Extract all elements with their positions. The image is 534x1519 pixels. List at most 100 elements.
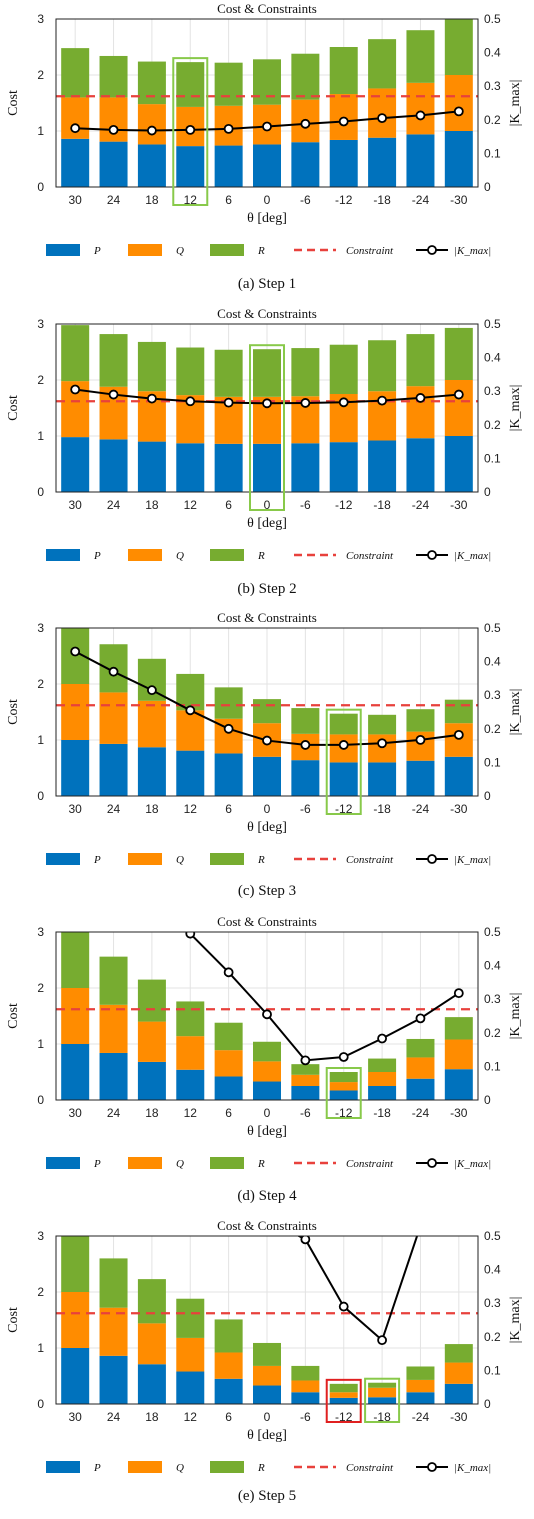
legend: P Q R Constraint |K_max| bbox=[46, 244, 491, 257]
legend-kmax-marker bbox=[427, 1462, 437, 1472]
y2tick-label: 0.2 bbox=[484, 1026, 501, 1040]
bar-p-18 bbox=[137, 441, 166, 492]
y2tick-label: 0.5 bbox=[484, 1229, 501, 1243]
bar-p-30 bbox=[61, 1044, 90, 1100]
bar-p-0 bbox=[253, 756, 281, 796]
bar-r-0 bbox=[253, 699, 281, 724]
highlight-box--12 bbox=[325, 1067, 362, 1119]
ytick-label: 3 bbox=[37, 12, 44, 26]
xtick-label: 6 bbox=[225, 1106, 232, 1120]
xtick-label: 12 bbox=[184, 498, 198, 512]
xtick-label: -12 bbox=[335, 498, 353, 512]
kmax-marker-30 bbox=[70, 646, 81, 657]
bar-r--24 bbox=[406, 709, 435, 732]
kmax-series bbox=[185, 932, 464, 1066]
caption-step-1: (a) Step 1 bbox=[237, 276, 297, 292]
bar-q-18 bbox=[137, 1323, 166, 1365]
kmax-marker--18 bbox=[377, 1335, 387, 1346]
xtick-label: 24 bbox=[107, 1106, 121, 1120]
bar-q-30 bbox=[61, 1292, 90, 1348]
bar-p-6 bbox=[214, 145, 243, 187]
xtick-label: 12 bbox=[184, 802, 198, 816]
bar-r-12 bbox=[176, 1001, 205, 1037]
bar-q-18 bbox=[137, 104, 166, 145]
bar-r-24 bbox=[99, 956, 128, 1005]
legend: P Q R Constraint |K_max| bbox=[46, 853, 491, 866]
bar-p-12 bbox=[176, 146, 205, 187]
legend-label-r: R bbox=[257, 1462, 265, 1474]
caption-step-3: (c) Step 3 bbox=[237, 883, 297, 899]
bar-p-12 bbox=[176, 1371, 205, 1404]
kmax-marker--6 bbox=[300, 398, 311, 408]
xtick-label: 6 bbox=[225, 1410, 232, 1424]
legend-swatch-r bbox=[210, 1157, 244, 1169]
bar-r-18 bbox=[137, 341, 166, 392]
bar-p-24 bbox=[99, 743, 128, 796]
y2tick-label: 0.5 bbox=[484, 621, 501, 635]
kmax-marker-12 bbox=[185, 124, 196, 135]
bar-q-30 bbox=[61, 684, 90, 740]
bar-q-12 bbox=[176, 710, 205, 751]
ytick-label: 0 bbox=[37, 1397, 44, 1411]
bar-r-30 bbox=[61, 48, 90, 98]
ytick-label: 1 bbox=[37, 1341, 44, 1355]
legend-swatch-q bbox=[128, 1461, 162, 1473]
kmax-series bbox=[70, 106, 464, 136]
ytick-label: 2 bbox=[37, 373, 44, 387]
xtick-label: 24 bbox=[107, 1410, 121, 1424]
highlight-box-0 bbox=[249, 344, 285, 512]
bar-p-0 bbox=[253, 1385, 281, 1404]
legend: P Q R Constraint |K_max| bbox=[46, 1157, 491, 1170]
bar-p--18 bbox=[368, 137, 397, 187]
xtick-label: -30 bbox=[450, 1410, 468, 1424]
y2tick-label: 0.2 bbox=[484, 1330, 501, 1344]
bars bbox=[61, 325, 473, 492]
xtick-label: -18 bbox=[373, 1106, 391, 1120]
bar-r-18 bbox=[137, 979, 166, 1022]
xtick-label: -30 bbox=[450, 1106, 468, 1120]
highlight-box--12 bbox=[325, 708, 362, 815]
xtick-label: 18 bbox=[145, 1106, 159, 1120]
xtick-label: -12 bbox=[335, 1410, 353, 1424]
bar-r--18 bbox=[368, 39, 397, 89]
y-axis-label: Cost bbox=[6, 395, 21, 421]
bar-r-24 bbox=[99, 334, 128, 387]
bar-q--24 bbox=[406, 82, 435, 135]
kmax-marker-6 bbox=[223, 967, 234, 978]
kmax-marker--30 bbox=[453, 988, 464, 999]
kmax-marker--30 bbox=[453, 389, 464, 400]
kmax-marker--30 bbox=[453, 729, 464, 740]
y2tick-label: 0.1 bbox=[484, 451, 501, 465]
xtick-label: -12 bbox=[335, 1106, 353, 1120]
y2tick-label: 0.3 bbox=[484, 688, 501, 702]
bar-p--12 bbox=[329, 139, 358, 187]
kmax-marker--24 bbox=[415, 393, 426, 403]
bar-q--18 bbox=[368, 1072, 397, 1086]
bar-r--24 bbox=[406, 1366, 435, 1380]
legend-swatch-p bbox=[46, 1461, 80, 1473]
legend-label-q: Q bbox=[176, 854, 184, 866]
xtick-label: -30 bbox=[450, 498, 468, 512]
bar-p-0 bbox=[253, 443, 281, 492]
y2tick-label: 0.1 bbox=[484, 755, 501, 769]
legend: P Q R Constraint |K_max| bbox=[46, 549, 491, 562]
xtick-label: 0 bbox=[264, 1106, 271, 1120]
kmax-series bbox=[70, 646, 464, 750]
bar-r-0 bbox=[253, 1041, 281, 1062]
bar-p--24 bbox=[406, 438, 435, 492]
bar-p-18 bbox=[137, 1061, 166, 1100]
bar-q-18 bbox=[137, 1021, 166, 1062]
y2tick-label: 0.4 bbox=[484, 1263, 501, 1277]
xtick-label: 0 bbox=[264, 498, 271, 512]
legend-constraint-label: Constraint bbox=[346, 1462, 394, 1474]
bar-q--18 bbox=[368, 1387, 397, 1398]
bar-r--18 bbox=[368, 714, 397, 735]
legend-label-r: R bbox=[257, 854, 265, 866]
bar-r-18 bbox=[137, 61, 166, 105]
xtick-label: 6 bbox=[225, 802, 232, 816]
bar-q-0 bbox=[253, 1061, 281, 1082]
chart-title: Cost & Constraints bbox=[217, 914, 317, 929]
legend-label-p: P bbox=[93, 1158, 101, 1170]
